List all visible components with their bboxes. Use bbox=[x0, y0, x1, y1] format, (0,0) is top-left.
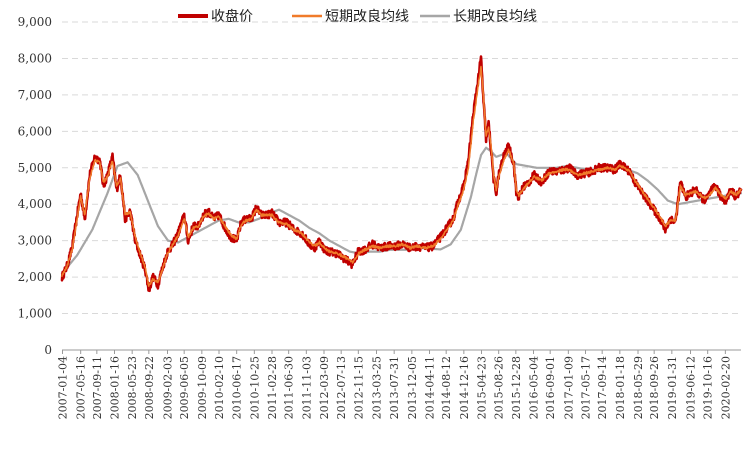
x-tick-label: 2018-09-26 bbox=[648, 356, 661, 419]
x-tick-label: 2012-11-15 bbox=[352, 356, 365, 419]
x-tick-label: 2012-07-13 bbox=[335, 356, 348, 419]
x-tick-label: 2012-03-09 bbox=[318, 356, 331, 419]
x-tick-label: 2009-10-09 bbox=[196, 356, 209, 419]
x-tick-label: 2007-01-04 bbox=[57, 356, 70, 419]
x-tick-label: 2010-10-25 bbox=[248, 356, 261, 419]
legend-label-0: 收盘价 bbox=[211, 8, 253, 25]
series-line-0 bbox=[60, 55, 743, 293]
x-axis: 2007-01-04 2007-05-16 2007-09-11 2008-01-16… bbox=[57, 349, 741, 419]
y-tick-label: 5,000 bbox=[18, 161, 52, 175]
y-tick-label: 1,000 bbox=[18, 307, 52, 321]
x-tick-label: 2017-05-17 bbox=[580, 356, 593, 419]
x-tick-label: 2016-09-01 bbox=[544, 356, 557, 419]
x-tick-label: 2011-11-03 bbox=[300, 356, 313, 419]
x-tick-label: 2015-12-28 bbox=[510, 356, 523, 419]
y-tick-label: 8,000 bbox=[18, 51, 52, 65]
legend-label-2: 长期改良均线 bbox=[453, 9, 537, 25]
x-tick-label: 2018-01-18 bbox=[614, 356, 627, 419]
y-tick-label: 2,000 bbox=[18, 270, 52, 284]
x-tick-label: 2009-06-05 bbox=[178, 356, 191, 419]
x-tick-label: 2015-08-26 bbox=[493, 356, 506, 419]
x-tick-label: 2011-02-28 bbox=[266, 356, 279, 419]
x-tick-label: 2013-03-25 bbox=[371, 356, 384, 419]
y-tick-label: 3,000 bbox=[18, 234, 52, 248]
plot-area bbox=[60, 55, 743, 293]
x-tick-label: 2015-04-23 bbox=[476, 356, 489, 419]
x-tick-label: 2014-12-16 bbox=[458, 356, 471, 419]
legend: 收盘价 短期改良均线 长期改良均线 bbox=[178, 8, 537, 25]
x-tick-label: 2019-10-16 bbox=[702, 356, 715, 419]
x-tick-label: 2018-05-29 bbox=[632, 356, 645, 419]
x-tick-label: 2020-02-20 bbox=[719, 356, 732, 419]
series-line-2 bbox=[60, 146, 743, 275]
y-tick-label: 0 bbox=[44, 343, 52, 357]
x-tick-label: 2016-05-04 bbox=[528, 356, 541, 419]
x-tick-label: 2014-04-11 bbox=[424, 356, 437, 419]
x-tick-label: 2008-05-23 bbox=[126, 356, 139, 419]
x-tick-label: 2010-02-10 bbox=[213, 356, 226, 419]
series-line-1 bbox=[61, 65, 742, 287]
x-tick-label: 2013-07-31 bbox=[388, 356, 401, 419]
x-tick-label: 2011-06-30 bbox=[283, 356, 296, 419]
y-tick-label: 9,000 bbox=[18, 15, 52, 29]
y-axis-tick-labels: 0 1,000 2,000 3,000 4,000 5,000 6,000 7,000 8,00… bbox=[18, 15, 52, 357]
x-tick-label: 2008-01-16 bbox=[109, 356, 122, 419]
x-tick-label: 2007-05-16 bbox=[75, 356, 88, 419]
x-tick-label: 2013-12-05 bbox=[406, 356, 419, 419]
legend-label-1: 短期改良均线 bbox=[325, 9, 409, 25]
y-tick-label: 7,000 bbox=[18, 88, 52, 102]
x-tick-label: 2007-09-11 bbox=[91, 356, 104, 419]
y-tick-label: 6,000 bbox=[18, 124, 52, 138]
x-tick-label: 2014-08-12 bbox=[440, 356, 453, 419]
x-tick-label: 2010-06-17 bbox=[231, 356, 244, 419]
x-tick-label: 2009-02-03 bbox=[162, 356, 175, 419]
x-tick-label: 2019-01-31 bbox=[666, 356, 679, 419]
x-tick-label: 2017-09-14 bbox=[596, 356, 609, 419]
x-tick-label: 2017-01-09 bbox=[562, 356, 575, 419]
x-tick-label: 2008-09-22 bbox=[143, 356, 156, 419]
x-tick-label: 2019-06-12 bbox=[685, 356, 698, 419]
y-tick-label: 4,000 bbox=[18, 197, 52, 211]
